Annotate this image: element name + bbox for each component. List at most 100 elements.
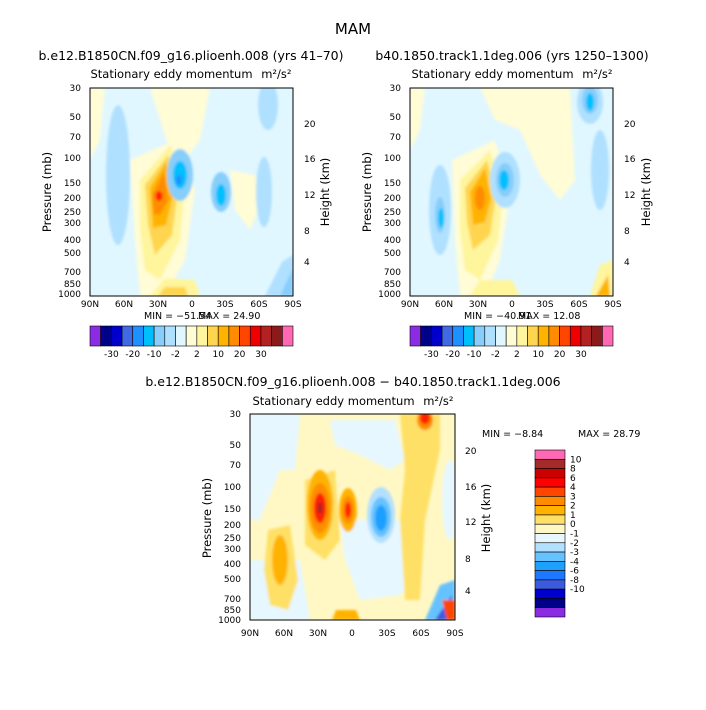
panel-3-colorbar-label: 10 [570,455,582,465]
panel-2-colorbar-swatch [516,325,528,347]
panel-2-colorbar-swatch [591,325,603,347]
panel-2-height-tick: 12 [624,191,635,201]
panel-2-y-tick: 400 [384,236,401,246]
panel-1-y-right-label: Height (km) [318,158,332,227]
panel-3-y-tick: 150 [224,505,241,515]
panel-1-colorbar-swatch [249,325,262,347]
panel-2-y-tick: 700 [384,268,401,278]
panel-2-y-label: Pressure (mb) [360,152,374,232]
panel-3-colorbar-label: 4 [570,483,576,493]
panel-1-x-ticks: 90N 60N 30N 0 30S 60S 90S [81,300,302,310]
panel-3-colorbar-label: -10 [570,585,585,595]
panel-2-x-tick: 90N [401,300,419,310]
panel-1-colorbar-swatch [260,325,272,347]
panel-1-max-label: MAX = 24.90 [198,311,260,322]
panel-1-x-tick: 60S [250,300,267,310]
panel-3-colorbar-swatch [534,588,566,599]
panel-2-height-tick: 4 [624,258,630,268]
panel-2-colorbar-label: 2 [514,350,520,360]
panel-1-x-tick: 30N [149,300,167,310]
panel-2-colorbar-swatch [484,325,496,347]
panel-3-colorbar-label: 0 [570,520,576,530]
panel-2-colorbar-label: 20 [554,350,566,360]
panel-2-colorbar-swatch [548,325,560,347]
panel-1-colorbar-label: -2 [171,350,180,360]
panel-2-max-label: MAX = 12.08 [518,311,580,322]
panel-3-colorbar-label: -6 [570,567,579,577]
panel-2-height-tick: 16 [624,155,636,165]
panel-3-colorbar-label: -2 [570,539,579,549]
panel-3-colorbar-label: -8 [570,576,579,586]
panel-1-field [90,88,293,296]
panel-3-height-tick: 8 [465,555,471,565]
panel-1-colorbar-swatch [164,325,176,347]
panel-1-height-tick: 8 [304,227,310,237]
panel-3-colorbar-label: 1 [570,511,576,521]
panel-2-colorbar-swatch [505,325,518,347]
panel-2-colorbar-label: 10 [532,350,544,360]
panel-3-variable: Stationary eddy momentum [252,394,414,408]
panel-3-colorbar-swatch [534,561,566,571]
panel-3-colorbar-swatch [534,468,566,479]
panel-1-y-tick: 300 [64,219,81,229]
figure-title: MAM [335,20,371,38]
panel-3-y-right-ticks: 20 16 12 8 4 [465,447,477,597]
panel-1-height-tick: 12 [304,191,315,201]
panel-1-colorbar-swatch [132,325,144,347]
panel-1-height-tick: 20 [304,120,316,130]
panel-3: b.e12.B1850CN.f09_g16.plioenh.008 − b40.… [145,374,640,639]
panel-3-x-tick: 0 [349,629,355,639]
panel-3-colorbar-swatch [534,505,566,516]
panel-1-colorbar-swatch [239,325,251,347]
panel-2-colorbar-swatch [441,325,454,347]
panel-3-height-tick: 16 [465,483,477,493]
panel-1-height-tick: 4 [304,258,310,268]
panel-1-colorbar-swatch [271,325,283,347]
panel-2-x-tick: 30N [469,300,487,310]
panel-3-colorbar-swatch [534,551,566,562]
panel-2-y-tick: 850 [384,280,401,290]
panel-3-colorbar-swatch [534,579,566,590]
panel-3-colorbar-swatch [534,477,566,488]
panel-3-y-label: Pressure (mb) [200,478,214,558]
panel-3-min-label: MIN = −8.84 [482,429,543,440]
panel-2-colorbar-label: -10 [467,350,482,360]
panel-3-x-tick: 90N [241,629,259,639]
panel-2-y-right-ticks: 20 16 12 8 4 [624,120,636,268]
panel-2-colorbar-swatch [473,325,486,347]
panel-1-units: m²/s² [261,67,291,81]
panel-1-y-label: Pressure (mb) [40,152,54,232]
panel-1-colorbar-swatch [175,325,187,347]
panel-1-variable: Stationary eddy momentum [90,67,252,81]
panel-2-y-tick: 300 [384,219,401,229]
panel-3-max-label: MAX = 28.79 [578,429,640,440]
panel-1-y-tick: 1000 [58,290,81,300]
panel-1-x-tick: 60N [115,300,133,310]
panel-3-y-tick: 850 [224,606,241,616]
panel-3-frame [249,413,456,621]
panel-3-y-tick: 70 [230,461,242,471]
panel-2-colorbar-swatch [602,325,614,347]
panel-2-title: b40.1850.track1.1deg.006 (yrs 1250–1300) [375,48,648,63]
panel-2-colorbar-swatch [559,325,571,347]
panel-1-y-tick: 70 [70,133,82,143]
panel-3-y-tick: 400 [224,560,241,570]
panel-2-y-ticks: 30 50 70 100 150 200 250 300 400 500 700… [378,84,401,300]
panel-1-y-right-ticks: 20 16 12 8 4 [304,120,316,268]
panel-1-height-tick: 16 [304,155,316,165]
panel-2-colorbar-swatch [463,325,475,347]
panel-3-colorbar-swatch [534,514,566,525]
panel-2-y-tick: 30 [390,84,402,94]
panel-2-y-right-label: Height (km) [639,158,653,227]
panel-2-x-tick: 60S [570,300,587,310]
panel-1-colorbar: -30 -20 -10 -2 2 10 20 30 [89,325,294,360]
panel-2-variable-label: Stationary eddy momentum m²/s² [411,67,612,81]
panel-1-colorbar-swatch [100,325,112,347]
panel-1-y-tick: 400 [64,236,81,246]
panel-3-height-tick: 20 [465,447,477,457]
panel-1-colorbar-swatch [153,325,166,347]
panel-3-x-tick: 60S [412,629,429,639]
panel-3-height-tick: 4 [465,587,471,597]
panel-3-y-tick: 500 [224,575,241,585]
